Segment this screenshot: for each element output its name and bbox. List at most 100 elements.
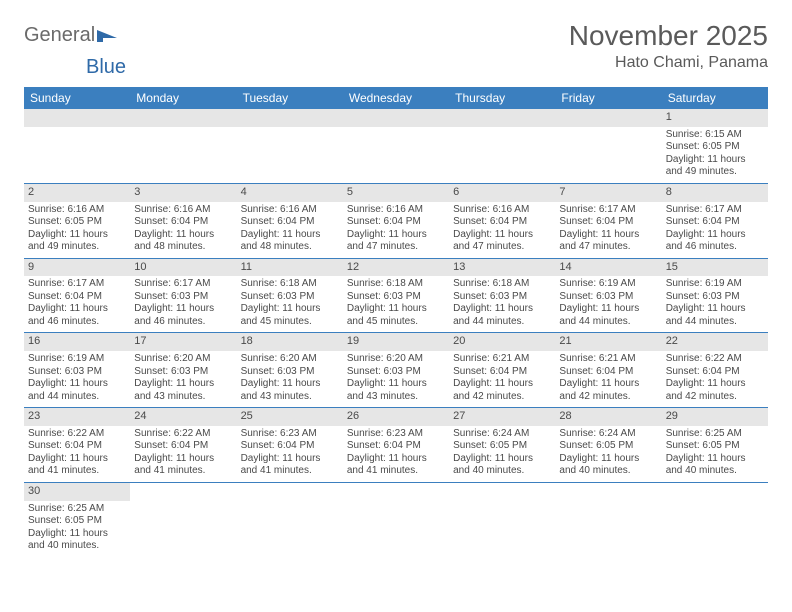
day-body: Sunrise: 6:20 AMSunset: 6:03 PMDaylight:… — [130, 351, 236, 407]
day-body: Sunrise: 6:22 AMSunset: 6:04 PMDaylight:… — [24, 426, 130, 482]
day-body: Sunrise: 6:17 AMSunset: 6:04 PMDaylight:… — [24, 276, 130, 332]
sunset-text: Sunset: 6:04 PM — [28, 291, 126, 304]
calendar-day-cell: 7Sunrise: 6:17 AMSunset: 6:04 PMDaylight… — [555, 183, 661, 258]
sunset-text: Sunset: 6:05 PM — [666, 440, 764, 453]
day-number: 24 — [130, 408, 236, 426]
sunrise-text: Sunrise: 6:15 AM — [666, 129, 764, 142]
calendar-week-row: 9Sunrise: 6:17 AMSunset: 6:04 PMDaylight… — [24, 258, 768, 333]
calendar-day-cell: 27Sunrise: 6:24 AMSunset: 6:05 PMDayligh… — [449, 408, 555, 483]
daylight-text: Daylight: 11 hours and 46 minutes. — [28, 303, 126, 328]
location: Hato Chami, Panama — [569, 54, 768, 72]
day-body: Sunrise: 6:21 AMSunset: 6:04 PMDaylight:… — [449, 351, 555, 407]
day-header: Sunday — [24, 87, 130, 109]
daylight-text: Daylight: 11 hours and 40 minutes. — [453, 453, 551, 478]
calendar-header-row: SundayMondayTuesdayWednesdayThursdayFrid… — [24, 87, 768, 109]
calendar-day-cell: 12Sunrise: 6:18 AMSunset: 6:03 PMDayligh… — [343, 258, 449, 333]
daylight-text: Daylight: 11 hours and 44 minutes. — [559, 303, 657, 328]
logo-flag-icon — [97, 28, 119, 44]
sunrise-text: Sunrise: 6:17 AM — [666, 204, 764, 217]
sunset-text: Sunset: 6:04 PM — [453, 366, 551, 379]
daylight-text: Daylight: 11 hours and 43 minutes. — [241, 378, 339, 403]
sunset-text: Sunset: 6:03 PM — [347, 291, 445, 304]
calendar-day-cell: 30Sunrise: 6:25 AMSunset: 6:05 PMDayligh… — [24, 482, 130, 556]
day-number: 5 — [343, 184, 449, 202]
calendar-empty-cell — [555, 109, 661, 183]
day-number: 14 — [555, 259, 661, 277]
calendar-week-row: 23Sunrise: 6:22 AMSunset: 6:04 PMDayligh… — [24, 408, 768, 483]
calendar-day-cell: 15Sunrise: 6:19 AMSunset: 6:03 PMDayligh… — [662, 258, 768, 333]
day-number: 26 — [343, 408, 449, 426]
day-number: 17 — [130, 333, 236, 351]
sunrise-text: Sunrise: 6:18 AM — [453, 278, 551, 291]
day-body: Sunrise: 6:23 AMSunset: 6:04 PMDaylight:… — [237, 426, 343, 482]
daylight-text: Daylight: 11 hours and 47 minutes. — [453, 229, 551, 254]
calendar-day-cell: 29Sunrise: 6:25 AMSunset: 6:05 PMDayligh… — [662, 408, 768, 483]
day-body: Sunrise: 6:19 AMSunset: 6:03 PMDaylight:… — [555, 276, 661, 332]
sunset-text: Sunset: 6:04 PM — [241, 216, 339, 229]
day-number: 22 — [662, 333, 768, 351]
sunrise-text: Sunrise: 6:24 AM — [559, 428, 657, 441]
day-body: Sunrise: 6:19 AMSunset: 6:03 PMDaylight:… — [662, 276, 768, 332]
day-number: 15 — [662, 259, 768, 277]
sunrise-text: Sunrise: 6:21 AM — [453, 353, 551, 366]
daylight-text: Daylight: 11 hours and 43 minutes. — [134, 378, 232, 403]
calendar-day-cell: 22Sunrise: 6:22 AMSunset: 6:04 PMDayligh… — [662, 333, 768, 408]
day-number: 1 — [662, 109, 768, 127]
sunrise-text: Sunrise: 6:18 AM — [347, 278, 445, 291]
day-header: Tuesday — [237, 87, 343, 109]
calendar-day-cell: 20Sunrise: 6:21 AMSunset: 6:04 PMDayligh… — [449, 333, 555, 408]
sunset-text: Sunset: 6:04 PM — [559, 216, 657, 229]
sunset-text: Sunset: 6:05 PM — [666, 141, 764, 154]
calendar-day-cell: 3Sunrise: 6:16 AMSunset: 6:04 PMDaylight… — [130, 183, 236, 258]
day-body: Sunrise: 6:16 AMSunset: 6:05 PMDaylight:… — [24, 202, 130, 258]
day-number: 21 — [555, 333, 661, 351]
day-number: 6 — [449, 184, 555, 202]
calendar-day-cell: 8Sunrise: 6:17 AMSunset: 6:04 PMDaylight… — [662, 183, 768, 258]
daylight-text: Daylight: 11 hours and 42 minutes. — [666, 378, 764, 403]
sunset-text: Sunset: 6:04 PM — [241, 440, 339, 453]
calendar-week-row: 2Sunrise: 6:16 AMSunset: 6:05 PMDaylight… — [24, 183, 768, 258]
empty-daynum — [343, 109, 449, 127]
day-body: Sunrise: 6:20 AMSunset: 6:03 PMDaylight:… — [237, 351, 343, 407]
empty-daynum — [237, 109, 343, 127]
sunrise-text: Sunrise: 6:16 AM — [28, 204, 126, 217]
day-body: Sunrise: 6:17 AMSunset: 6:04 PMDaylight:… — [662, 202, 768, 258]
calendar-empty-cell — [449, 109, 555, 183]
daylight-text: Daylight: 11 hours and 41 minutes. — [28, 453, 126, 478]
sunset-text: Sunset: 6:05 PM — [559, 440, 657, 453]
calendar-day-cell: 23Sunrise: 6:22 AMSunset: 6:04 PMDayligh… — [24, 408, 130, 483]
sunrise-text: Sunrise: 6:18 AM — [241, 278, 339, 291]
day-header: Saturday — [662, 87, 768, 109]
daylight-text: Daylight: 11 hours and 40 minutes. — [28, 528, 126, 553]
sunset-text: Sunset: 6:05 PM — [453, 440, 551, 453]
daylight-text: Daylight: 11 hours and 49 minutes. — [666, 154, 764, 179]
sunrise-text: Sunrise: 6:16 AM — [453, 204, 551, 217]
calendar-day-cell: 21Sunrise: 6:21 AMSunset: 6:04 PMDayligh… — [555, 333, 661, 408]
month-title: November 2025 — [569, 20, 768, 52]
empty-daynum — [555, 109, 661, 127]
sunset-text: Sunset: 6:05 PM — [28, 216, 126, 229]
day-number: 10 — [130, 259, 236, 277]
calendar-day-cell: 13Sunrise: 6:18 AMSunset: 6:03 PMDayligh… — [449, 258, 555, 333]
day-body: Sunrise: 6:21 AMSunset: 6:04 PMDaylight:… — [555, 351, 661, 407]
day-header: Thursday — [449, 87, 555, 109]
daylight-text: Daylight: 11 hours and 48 minutes. — [241, 229, 339, 254]
day-header: Monday — [130, 87, 236, 109]
daylight-text: Daylight: 11 hours and 40 minutes. — [559, 453, 657, 478]
calendar-empty-cell — [24, 109, 130, 183]
day-number: 11 — [237, 259, 343, 277]
sunset-text: Sunset: 6:03 PM — [666, 291, 764, 304]
sunrise-text: Sunrise: 6:20 AM — [347, 353, 445, 366]
daylight-text: Daylight: 11 hours and 41 minutes. — [134, 453, 232, 478]
sunset-text: Sunset: 6:05 PM — [28, 515, 126, 528]
day-number: 3 — [130, 184, 236, 202]
daylight-text: Daylight: 11 hours and 42 minutes. — [453, 378, 551, 403]
sunrise-text: Sunrise: 6:20 AM — [134, 353, 232, 366]
calendar-empty-cell — [130, 109, 236, 183]
day-number: 4 — [237, 184, 343, 202]
calendar-body: 1Sunrise: 6:15 AMSunset: 6:05 PMDaylight… — [24, 109, 768, 557]
calendar-day-cell: 19Sunrise: 6:20 AMSunset: 6:03 PMDayligh… — [343, 333, 449, 408]
daylight-text: Daylight: 11 hours and 45 minutes. — [241, 303, 339, 328]
calendar-day-cell: 17Sunrise: 6:20 AMSunset: 6:03 PMDayligh… — [130, 333, 236, 408]
sunset-text: Sunset: 6:04 PM — [453, 216, 551, 229]
